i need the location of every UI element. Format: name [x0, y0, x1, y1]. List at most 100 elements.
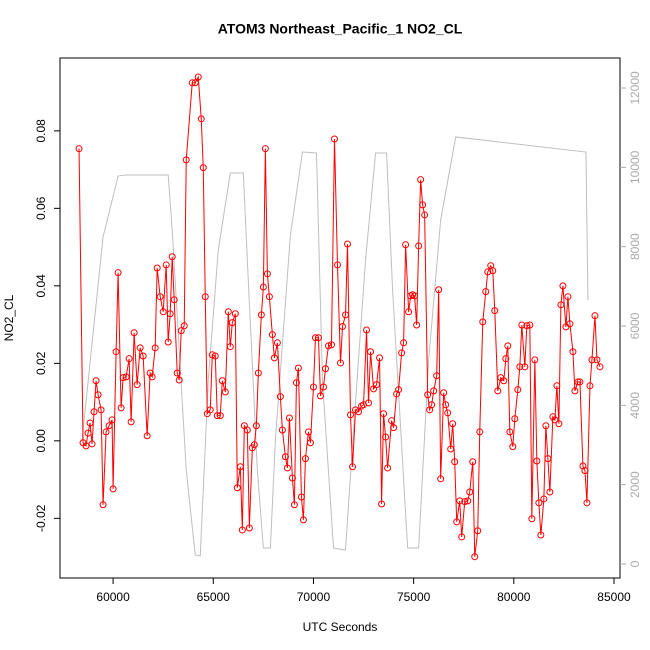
point — [555, 420, 563, 428]
point — [304, 428, 312, 436]
point — [86, 419, 94, 427]
point — [476, 428, 484, 436]
point — [105, 422, 113, 430]
point — [544, 455, 552, 463]
point — [206, 406, 214, 414]
point — [75, 145, 83, 153]
point — [435, 286, 443, 294]
point — [535, 499, 543, 507]
point — [330, 135, 338, 143]
point — [464, 497, 472, 505]
point — [393, 390, 401, 398]
point — [194, 73, 202, 81]
point — [94, 391, 102, 399]
point — [349, 463, 357, 471]
point — [511, 415, 519, 423]
point — [466, 488, 474, 496]
point — [489, 267, 497, 275]
point — [311, 334, 319, 342]
point — [506, 428, 514, 436]
point — [453, 518, 461, 526]
point — [491, 307, 499, 315]
point — [417, 176, 425, 184]
point — [130, 329, 138, 337]
point — [402, 241, 410, 249]
x-tick-label: 85000 — [597, 590, 631, 604]
point — [363, 326, 371, 334]
point — [281, 453, 289, 461]
point — [339, 323, 347, 331]
point — [494, 387, 502, 395]
point — [182, 156, 190, 164]
point — [380, 410, 388, 418]
point — [344, 240, 352, 248]
point — [569, 348, 577, 356]
point — [153, 264, 161, 272]
point — [571, 387, 579, 395]
point — [355, 408, 363, 416]
point — [99, 501, 107, 509]
y-tick-label: -0.02 — [34, 504, 48, 532]
point — [347, 411, 355, 419]
point — [583, 499, 591, 507]
point — [342, 311, 350, 319]
point — [469, 458, 477, 466]
point — [297, 493, 305, 501]
point — [559, 282, 567, 290]
point — [531, 356, 539, 364]
point — [119, 374, 127, 382]
point — [175, 376, 183, 384]
point — [294, 364, 302, 372]
point — [591, 312, 599, 320]
point — [102, 428, 110, 436]
chart-title: ATOM3 Northeast_Pacific_1 NO2_CL — [218, 21, 463, 37]
y2-tick-label: 12000 — [628, 71, 642, 105]
point — [92, 377, 100, 385]
point — [201, 293, 209, 301]
x-axis-label: UTC Seconds — [303, 620, 378, 634]
point — [390, 424, 398, 432]
point — [82, 442, 90, 450]
point — [593, 356, 601, 364]
point — [456, 497, 464, 505]
y-tick-label: 0.00 — [34, 429, 48, 453]
x-tick-label: 70000 — [297, 590, 331, 604]
point — [226, 343, 234, 351]
point — [166, 310, 174, 318]
point — [566, 320, 574, 328]
point — [398, 349, 406, 357]
point — [309, 383, 317, 391]
point — [400, 339, 408, 347]
point — [285, 414, 293, 422]
point — [270, 354, 278, 362]
y2-tick-label: 2000 — [628, 471, 642, 498]
point — [228, 319, 236, 327]
point — [180, 322, 188, 330]
point — [243, 426, 251, 434]
point — [437, 475, 445, 483]
point — [504, 342, 512, 350]
point — [433, 372, 441, 380]
point — [321, 365, 329, 373]
point — [451, 458, 459, 466]
point — [415, 242, 423, 250]
point — [143, 432, 151, 440]
point — [367, 348, 375, 356]
point — [516, 363, 524, 371]
y-tick-label: 0.04 — [34, 274, 48, 298]
point — [314, 334, 322, 342]
point — [518, 321, 526, 329]
point — [278, 426, 286, 434]
point — [588, 356, 596, 364]
point — [263, 270, 271, 278]
point — [596, 363, 604, 371]
point — [283, 464, 291, 472]
point — [306, 439, 314, 447]
point — [564, 293, 572, 301]
point — [112, 348, 120, 356]
point — [259, 283, 267, 291]
point — [324, 342, 332, 350]
point — [257, 311, 265, 319]
point — [236, 463, 244, 471]
point — [208, 351, 216, 359]
